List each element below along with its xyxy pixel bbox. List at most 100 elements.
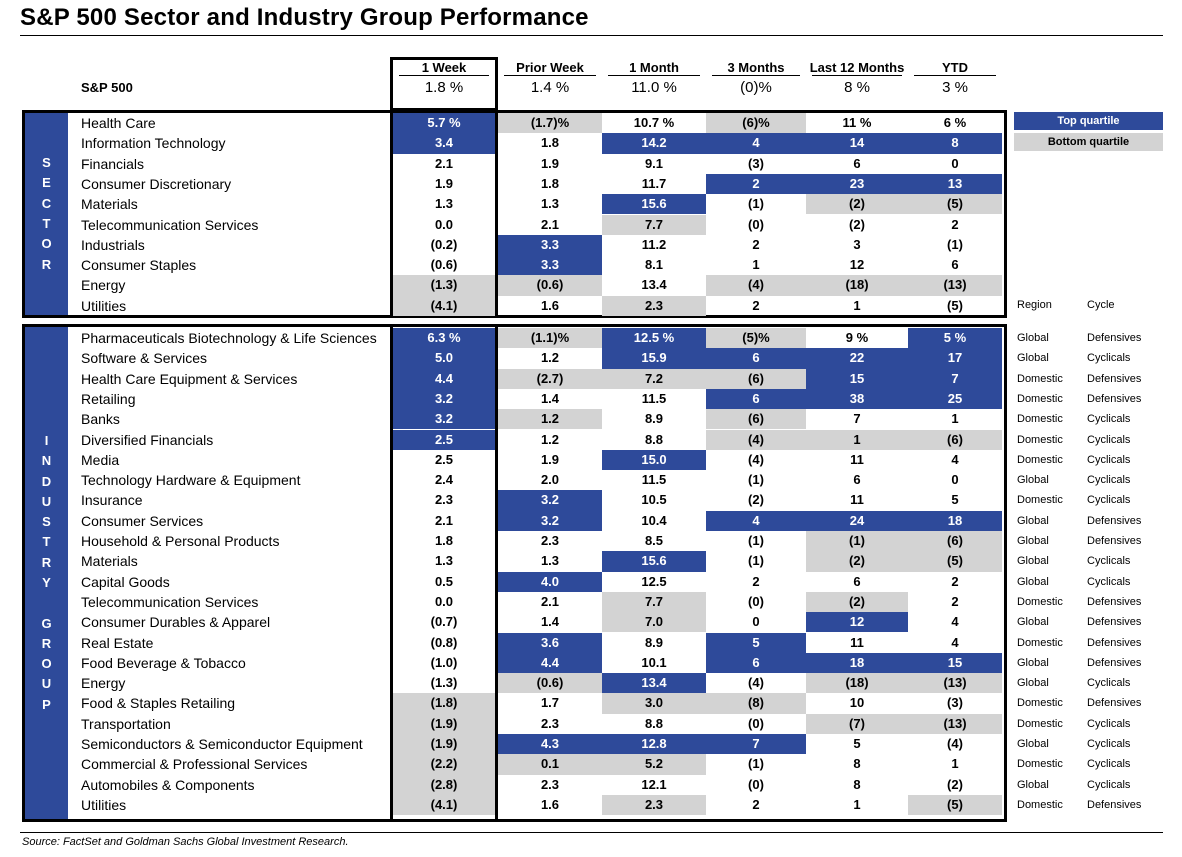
table-cell: 10.5 (641, 492, 667, 508)
table-cell: 6.3 % (393, 328, 495, 349)
table-cell: 11 % (842, 115, 872, 130)
row-label: Transportation (81, 715, 171, 732)
row-label: Capital Goods (81, 573, 170, 590)
table-row: Health Care 5.7 % (1.7)% 10.7 % (6)% 11 % 6 % (0, 113, 1182, 134)
table-row: Information Technology 3.4 1.8 14.2 4 14 8 (0, 133, 1182, 154)
table-row: Banks 3.2 1.2 8.9 (6) 7 1 Domestic Cyclicals (0, 409, 1182, 430)
table-cell: 1.4 (540, 614, 560, 630)
table-cell: 0.5 (434, 573, 454, 589)
table-cell: 2.3 (540, 776, 560, 792)
region-cell: Global (1017, 575, 1049, 588)
table-cell: 2.0 (540, 472, 560, 488)
row-label: Retailing (81, 390, 136, 407)
table-cell: 4.4 (393, 368, 495, 389)
cycle-cell: Defensives (1087, 697, 1142, 710)
region-cell: Domestic (1017, 453, 1063, 466)
table-cell: (0) (748, 715, 764, 731)
index-value: 1.8 % (424, 79, 464, 96)
table-cell: 2 (752, 236, 760, 252)
table-cell: 2.3 (540, 533, 560, 548)
table-row: Utilities (4.1) 1.6 2.3 2 1 (5) Domestic Defensi… (0, 794, 1182, 816)
table-cell: 4 (706, 133, 806, 154)
column-header: Prior Week (516, 60, 584, 75)
table-cell: 4 (951, 451, 959, 467)
table-cell: (0) (748, 593, 764, 609)
table-cell: (4.1) (393, 794, 495, 816)
row-label: Real Estate (81, 634, 154, 651)
row-label: Materials (81, 553, 138, 570)
region-cell: Domestic (1017, 798, 1063, 811)
bar-letter: Y (42, 575, 51, 590)
row-label: Insurance (81, 492, 143, 509)
table-row: Consumer Discretionary 1.9 1.8 11.7 2 23 13 (0, 173, 1182, 195)
table-cell: (1) (748, 196, 764, 212)
page-title: S&P 500 Sector and Industry Group Perfor… (20, 4, 589, 31)
cycle-cell: Cyclicals (1087, 738, 1131, 750)
cycle-cell: Cyclicals (1087, 717, 1131, 730)
row-label: Consumer Durables & Apparel (81, 614, 271, 631)
table-cell: (1) (748, 472, 764, 488)
table-cell: 11.7 (641, 175, 667, 191)
table-cell: 11.2 (641, 236, 667, 252)
bar-letter: I (44, 432, 49, 448)
table-cell: 3.2 (393, 388, 495, 410)
table-cell: (0.7) (430, 614, 458, 630)
table-cell: 1.2 (540, 431, 560, 447)
row-label: Commercial & Professional Services (81, 756, 308, 773)
table-cell: 1.3 (434, 553, 454, 569)
region-cell: Domestic (1017, 494, 1063, 507)
row-label: Automobiles & Components (81, 776, 255, 793)
region-cell: Global (1017, 616, 1049, 629)
region-cell: Global (1017, 656, 1049, 669)
region-cell: Domestic (1017, 372, 1063, 385)
table-cell: (1) (806, 531, 908, 552)
index-value: 8 % (844, 79, 870, 96)
table-cell: 9.1 (644, 155, 664, 171)
table-row: Transportation (1.9) 2.3 8.8 (0) (7) (13) Domes… (0, 713, 1182, 734)
table-cell: 0 (951, 155, 959, 171)
bar-letter: O (41, 656, 52, 672)
bar-letter: U (41, 676, 52, 692)
table-cell: (4) (947, 736, 963, 751)
table-cell: (1) (748, 553, 764, 569)
table-cell: (4) (706, 275, 806, 296)
table-cell: 15 (908, 652, 1002, 674)
region-cell: Domestic (1017, 717, 1063, 730)
table-cell: 2 (951, 593, 959, 609)
cycle-cell: Defensives (1087, 535, 1142, 547)
table-cell: (4.1) (393, 295, 495, 316)
table-cell: (2) (947, 776, 963, 792)
table-cell: 3.4 (393, 133, 495, 154)
table-cell: 4.0 (498, 571, 602, 592)
table-cell: 10.7 % (633, 115, 675, 130)
bar-letter: G (41, 615, 52, 631)
region-cell: Domestic (1017, 413, 1063, 426)
table-cell: (1) (748, 533, 764, 548)
table-row: Capital Goods 0.5 4.0 12.5 2 6 2 Global Cyclical… (0, 571, 1182, 592)
table-cell: 1.8 (434, 533, 454, 548)
table-row: Energy (1.3) (0.6) 13.4 (4) (18) (13) Global Cyc… (0, 673, 1182, 694)
cycle-cell: Cyclicals (1087, 413, 1131, 426)
table-cell: (6)% (706, 113, 806, 134)
table-cell: 7 (853, 411, 861, 427)
table-cell: 0 (951, 472, 959, 488)
row-label: Energy (81, 277, 126, 294)
table-row: Food & Staples Retailing (1.8) 1.7 3.0 (8) 10… (0, 693, 1182, 714)
table-cell: 4.3 (498, 734, 602, 755)
table-cell: (0.6) (498, 673, 602, 694)
table-cell: (7) (806, 713, 908, 734)
table-row: Real Estate (0.8) 3.6 8.9 5 11 4 Domestic Defens… (0, 632, 1182, 653)
table-cell: (0) (748, 776, 764, 792)
table-cell: (5) (908, 794, 1002, 816)
table-cell: 3.0 (602, 693, 706, 714)
table-cell: 12.5 % (602, 328, 706, 349)
table-cell: 0.1 (498, 754, 602, 775)
table-cell: 5.7 % (393, 113, 495, 134)
column-header-rule (504, 75, 596, 76)
table-cell: 2 (752, 796, 760, 812)
table-cell: 1.9 (540, 451, 560, 467)
table-cell: (1.7)% (498, 113, 602, 134)
row-label: Health Care Equipment & Services (81, 370, 298, 387)
region-cell: Global (1017, 535, 1049, 547)
table-cell: 5 (853, 736, 861, 751)
